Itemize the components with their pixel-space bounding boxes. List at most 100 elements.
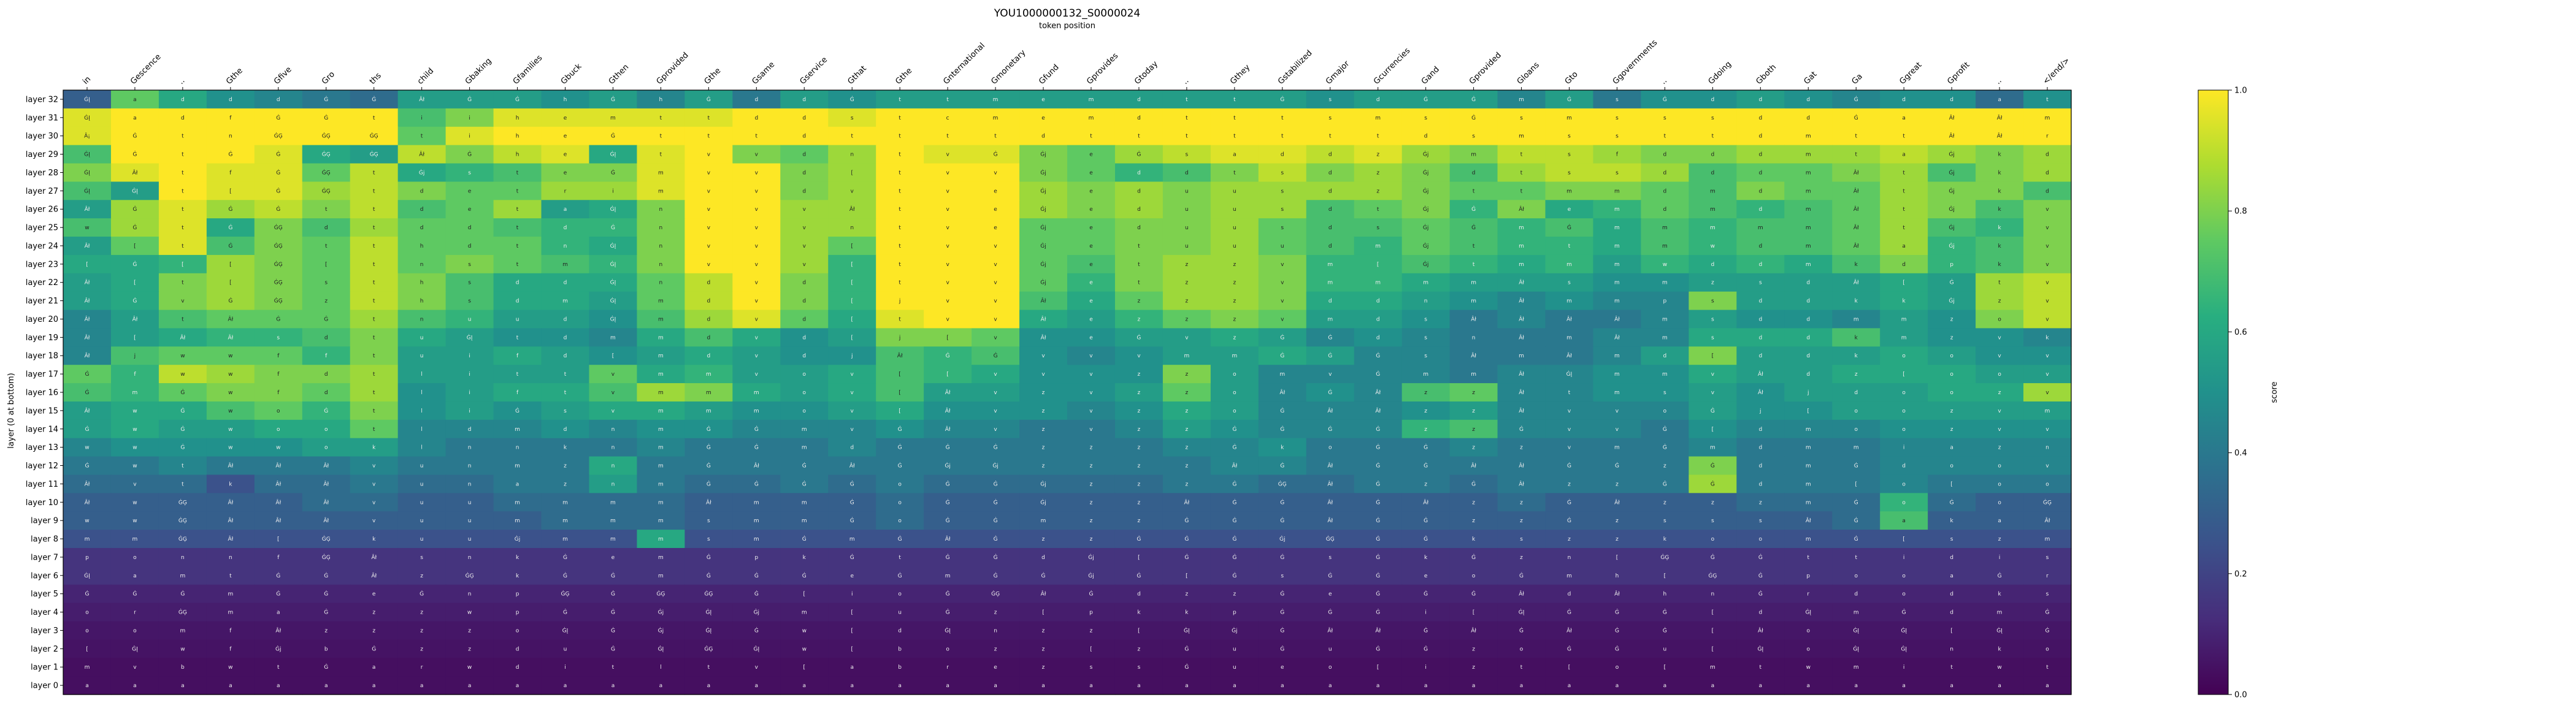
x-tick-label: Gprovided <box>1468 51 1503 86</box>
heatmap-cell-label: t <box>708 134 710 140</box>
heatmap-cell-label: d <box>1758 335 1762 341</box>
heatmap-cell-label: Âł <box>1327 480 1333 487</box>
heatmap-cell-label: z <box>1568 481 1571 487</box>
heatmap-cell-label: ĠĮ <box>706 627 712 634</box>
heatmap-cell-label: d <box>1328 170 1332 176</box>
heatmap-cell-label: m <box>658 299 664 305</box>
heatmap-cell-label: t <box>1568 390 1571 396</box>
heatmap-cell-label: ĠĮ <box>610 261 616 268</box>
heatmap-cell-label: ĠĢ <box>178 517 187 524</box>
heatmap-cell-label: ĠĮ <box>1805 609 1811 616</box>
heatmap-cell-label: v <box>755 280 759 286</box>
heatmap-cell-label: i <box>469 353 470 359</box>
heatmap-cell-label: w <box>180 353 185 359</box>
heatmap-cell-label: Ġ <box>1424 463 1428 470</box>
heatmap-cell-label: a <box>1185 683 1189 689</box>
heatmap-cell-label: v <box>611 371 615 378</box>
heatmap-cell-label: v <box>851 427 854 433</box>
heatmap-cell-label: Ġ <box>1711 554 1715 561</box>
heatmap-cell-label: t <box>373 371 375 378</box>
heatmap-cell-label: o <box>133 628 137 634</box>
heatmap-cell-label: t <box>1138 262 1140 268</box>
heatmap-cell-label: t <box>516 262 519 268</box>
heatmap-cell-label: t <box>182 134 184 140</box>
heatmap-cell-label: m <box>1614 280 1620 286</box>
heatmap-cell-label: Ġ <box>1137 536 1141 542</box>
heatmap-cell-label: Âł <box>897 352 903 359</box>
heatmap-cell-label: n <box>1711 592 1714 598</box>
heatmap-cell-label: Âł <box>1519 370 1524 378</box>
heatmap-cell-label: a <box>1711 683 1715 689</box>
heatmap-cell-label: j <box>899 335 901 341</box>
heatmap-cell-label: a <box>803 683 807 689</box>
heatmap-cell-label: s <box>1711 316 1714 322</box>
heatmap-cell-label: m <box>1806 481 1811 487</box>
heatmap-cell-label: o <box>1902 427 1906 433</box>
heatmap-cell-label: Ġ <box>132 151 137 158</box>
heatmap-cell-label: m <box>1710 225 1715 231</box>
heatmap-cell-label: t <box>2046 664 2049 671</box>
heatmap-cell-label: t <box>1233 97 1236 103</box>
heatmap-cell-label: n <box>1424 299 1428 305</box>
heatmap-cell-label: k <box>1424 555 1428 561</box>
heatmap-cell-label: Ġ <box>1854 96 1858 103</box>
heatmap-cell-label: t <box>182 316 184 322</box>
heatmap-cell-label: d <box>1758 134 1762 140</box>
heatmap-cell-label: d <box>1806 316 1810 322</box>
heatmap-cell-label: Ġ <box>1471 481 1476 487</box>
heatmap-cell-label: m <box>1471 152 1476 158</box>
heatmap-cell-label: Ġ <box>1232 554 1236 561</box>
heatmap-cell-label: m <box>1471 299 1476 305</box>
heatmap-cell-label: Ġ <box>85 389 89 396</box>
x-axis-label: token position <box>1039 21 1095 31</box>
heatmap-cell-label: o <box>1807 628 1811 634</box>
heatmap-cell-label: Ġ <box>132 298 137 305</box>
heatmap-cell-label: Ġ <box>1376 645 1380 652</box>
heatmap-cell-label: Âł <box>275 517 281 524</box>
heatmap-cell-label: v <box>1568 427 1571 433</box>
heatmap-cell-label: p <box>754 555 758 561</box>
heatmap-cell-label: v <box>803 225 807 231</box>
heatmap-cell-label: Âł <box>85 352 90 359</box>
heatmap-cell-label: Âł <box>1041 333 1046 341</box>
heatmap-cell-label: a <box>1902 683 1906 689</box>
heatmap-cell-label: Ġ <box>372 96 376 103</box>
heatmap-cell-label: m <box>658 463 664 470</box>
heatmap-cell-label: m <box>1614 188 1620 194</box>
heatmap-cell-label: v <box>372 481 376 487</box>
heatmap-cell-label: Ġ <box>2045 609 2050 616</box>
heatmap-cell-label: z <box>1090 628 1093 634</box>
heatmap-cell-label: z <box>1138 646 1141 652</box>
heatmap-cell-label: Âł <box>849 462 855 470</box>
heatmap-cell-label: d <box>1758 97 1762 103</box>
heatmap-cell-label: l <box>421 445 423 451</box>
heatmap-cell-label: d <box>1806 353 1810 359</box>
heatmap-cell-label: e <box>564 134 567 140</box>
heatmap-cell-label: ĠĢ <box>274 243 283 249</box>
heatmap-cell-label: Ġ <box>1232 426 1236 433</box>
heatmap-cell-label: v <box>755 664 759 671</box>
heatmap-cell-label: s <box>1568 280 1571 286</box>
heatmap-cell-label: k <box>1281 445 1284 451</box>
heatmap-cell-label: Âł <box>1519 315 1524 322</box>
heatmap-cell-label: s <box>1520 115 1523 121</box>
heatmap-cell-label: Ġ <box>946 481 950 487</box>
heatmap-cell-label: b <box>181 664 185 671</box>
heatmap-cell-label: a <box>133 97 137 103</box>
heatmap-cell-label: Ġ <box>1615 609 1619 616</box>
heatmap-cell-label: Ġ <box>1376 609 1380 616</box>
heatmap-cell-label: a <box>1233 152 1236 158</box>
heatmap-cell-label: Ġ <box>85 591 89 598</box>
heatmap-cell-label: z <box>1042 463 1045 470</box>
colorbar-ticks: 0.00.20.40.60.81.0 <box>2228 86 2247 700</box>
heatmap-cell-label: w <box>802 628 807 634</box>
heatmap-cell-label: Ġ <box>1184 554 1189 561</box>
heatmap-cell-label: Ġ <box>802 536 807 542</box>
heatmap-cell-label: Ġj <box>1423 224 1428 231</box>
heatmap-cell-label: m <box>658 445 664 451</box>
heatmap-cell-label: a <box>1233 683 1236 689</box>
heatmap-cell-label: s <box>1616 115 1619 121</box>
x-tick-label: Gdoing <box>1707 59 1733 86</box>
heatmap-cell-label: Âł <box>1853 187 1859 194</box>
